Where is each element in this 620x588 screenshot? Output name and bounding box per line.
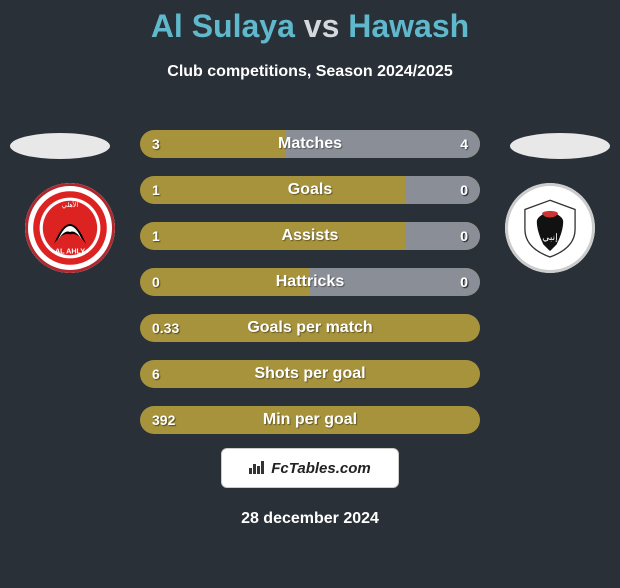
stat-value-left: 0 bbox=[152, 274, 160, 290]
badge-label: FcTables.com bbox=[271, 460, 370, 477]
subtitle: Club competitions, Season 2024/2025 bbox=[0, 63, 620, 81]
stat-value-right: 4 bbox=[460, 136, 468, 152]
stat-value-left: 1 bbox=[152, 182, 160, 198]
title-vs: vs bbox=[304, 8, 340, 44]
stat-label: Hattricks bbox=[140, 273, 480, 291]
stat-row: Goals per match0.33 bbox=[140, 314, 480, 342]
stat-row: Shots per goal6 bbox=[140, 360, 480, 388]
stat-row: Assists100 bbox=[140, 222, 480, 250]
club-crest-right: إنبي bbox=[505, 183, 595, 273]
fctables-badge[interactable]: FcTables.com bbox=[221, 448, 399, 488]
crest-border-left bbox=[25, 183, 115, 273]
crest-border-right bbox=[505, 183, 595, 273]
stat-value-left: 6 bbox=[152, 366, 160, 382]
bars-icon bbox=[249, 458, 267, 478]
stat-label: Goals per match bbox=[140, 319, 480, 337]
club-crest-left: AL AHLY الأهلي bbox=[25, 183, 115, 273]
player2-shadow-ellipse bbox=[510, 133, 610, 159]
player1-shadow-ellipse bbox=[10, 133, 110, 159]
stat-row: Hattricks000 bbox=[140, 268, 480, 296]
stat-label: Matches bbox=[140, 135, 480, 153]
stat-value-left: 392 bbox=[152, 412, 175, 428]
stat-value-right: 0 bbox=[460, 228, 468, 244]
date-text: 28 december 2024 bbox=[0, 510, 620, 528]
stat-value-left: 1 bbox=[152, 228, 160, 244]
stat-value-left: 0.33 bbox=[152, 320, 179, 336]
stat-row: Matches3 4 bbox=[140, 130, 480, 158]
stat-value-right: 0 bbox=[460, 274, 468, 290]
stat-label: Min per goal bbox=[140, 411, 480, 429]
stat-label: Goals bbox=[140, 181, 480, 199]
stat-value-right: 0 bbox=[460, 182, 468, 198]
stat-row: Goals100 bbox=[140, 176, 480, 204]
stat-row: Min per goal392 bbox=[140, 406, 480, 434]
stat-label: Assists bbox=[140, 227, 480, 245]
player2-name: Hawash bbox=[348, 8, 469, 44]
stats-list: Matches34Goals100Assists100Hattricks000G… bbox=[140, 130, 480, 434]
stat-value-left: 3 bbox=[152, 136, 160, 152]
stat-label: Shots per goal bbox=[140, 365, 480, 383]
page-title: Al Sulaya vs Hawash bbox=[0, 8, 620, 45]
player1-name: Al Sulaya bbox=[151, 8, 295, 44]
